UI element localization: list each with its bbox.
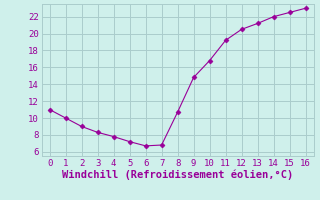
X-axis label: Windchill (Refroidissement éolien,°C): Windchill (Refroidissement éolien,°C): [62, 169, 293, 180]
